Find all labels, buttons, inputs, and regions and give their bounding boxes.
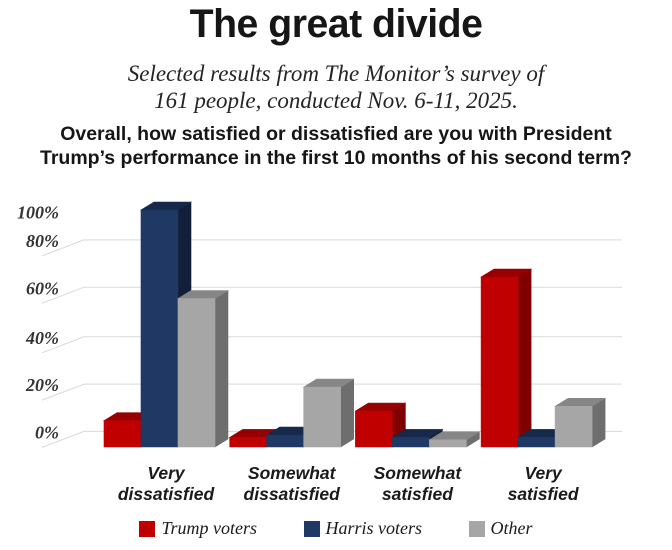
svg-text:20%: 20%	[25, 375, 59, 395]
svg-text:100%: 100%	[17, 203, 59, 223]
svg-text:0%: 0%	[35, 423, 59, 443]
svg-text:80%: 80%	[26, 231, 59, 251]
svg-text:40%: 40%	[25, 328, 59, 348]
svg-text:60%: 60%	[26, 278, 59, 298]
